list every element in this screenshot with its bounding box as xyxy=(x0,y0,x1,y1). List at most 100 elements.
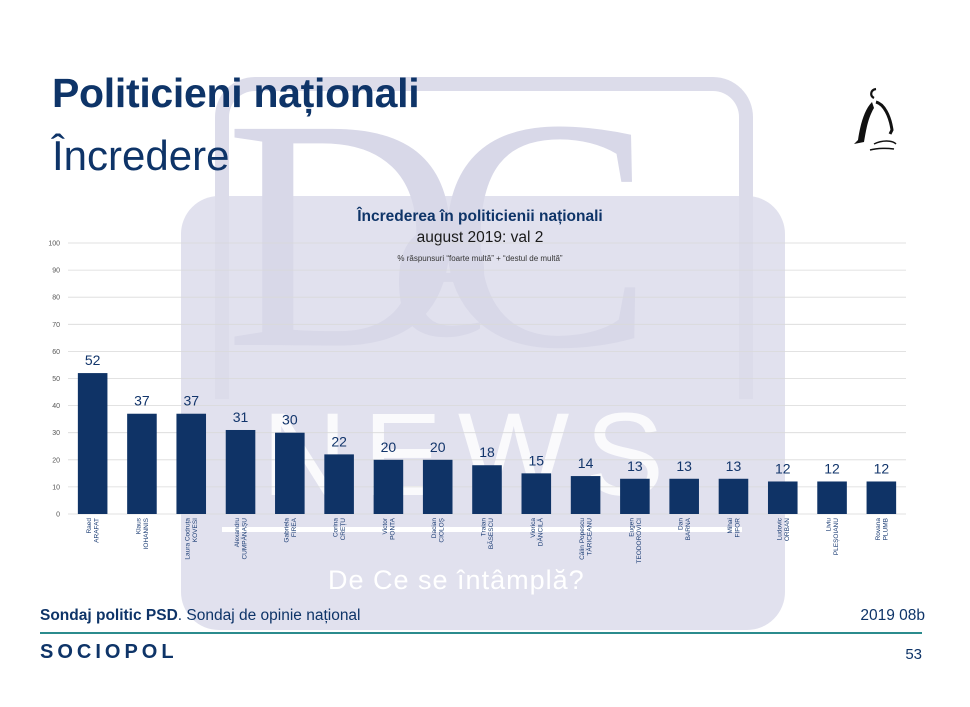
data-label: 13 xyxy=(627,458,643,474)
category-first-name: Klaus xyxy=(135,517,142,534)
data-label: 12 xyxy=(874,460,890,476)
y-tick-label: 0 xyxy=(56,512,60,519)
data-label: 12 xyxy=(775,460,791,476)
category-first-name: Dan xyxy=(678,518,685,530)
bar xyxy=(620,478,650,514)
category-label: Victor PONTA xyxy=(382,517,397,540)
data-label: 14 xyxy=(578,455,594,471)
category-label: Raed ARAFAT xyxy=(86,518,101,543)
y-tick-label: 70 xyxy=(52,322,60,329)
category-first-name: Laura Codruța xyxy=(185,518,192,560)
category-last-name: DĂNCILĂ xyxy=(535,517,544,546)
footer-survey-code: 2019 08b xyxy=(860,607,925,624)
data-label: 20 xyxy=(381,439,397,455)
category-first-name: Corina xyxy=(333,518,340,538)
bar xyxy=(127,413,157,514)
bar xyxy=(669,478,699,514)
slide-title: Politicieni naționali xyxy=(52,70,420,116)
category-label: Rovana PLUMB xyxy=(875,518,890,541)
category-last-name: KOVESI xyxy=(192,518,199,542)
category-label: Klaus IOHANNIS xyxy=(135,517,150,549)
category-label: Mihai FIFOR xyxy=(727,518,742,538)
category-label: Viorica DĂNCILĂ xyxy=(530,517,545,546)
bar xyxy=(521,473,552,514)
data-label: 13 xyxy=(676,458,692,474)
category-first-name: Traian xyxy=(481,518,488,537)
category-label: Călin Popescu TĂRICEANU xyxy=(579,518,594,560)
category-first-name: Victor xyxy=(382,517,389,534)
category-first-name: Călin Popescu xyxy=(579,518,586,560)
y-tick-label: 40 xyxy=(52,403,60,410)
bar xyxy=(324,454,354,514)
footer-divider xyxy=(40,632,922,634)
y-tick-label: 30 xyxy=(52,430,60,437)
category-last-name: BĂSESCU xyxy=(486,518,495,549)
category-first-name: Alexandru xyxy=(234,518,241,548)
category-last-name: CREȚU xyxy=(340,518,347,541)
category-first-name: Gabriela xyxy=(283,518,290,543)
data-label: 20 xyxy=(430,439,446,455)
bar xyxy=(77,373,108,514)
category-last-name: BARNA xyxy=(685,517,692,540)
y-tick-label: 100 xyxy=(48,241,60,248)
category-label: Gabriela FIREA xyxy=(283,517,298,542)
category-last-name: TEODOROVICI xyxy=(636,518,643,564)
category-first-name: Rovana xyxy=(875,518,882,541)
category-last-name: FIREA xyxy=(291,517,298,537)
data-label: 15 xyxy=(529,452,545,468)
data-label: 37 xyxy=(183,393,199,409)
category-first-name: Raed xyxy=(86,518,93,534)
slide-subtitle: Încredere xyxy=(52,132,230,179)
category-first-name: Ludovic xyxy=(776,517,783,540)
data-labels: 52 37 37 31 30 22 20 20 18 15 14 13 13 13 12 12 12 xyxy=(85,352,889,476)
category-last-name: TĂRICEANU xyxy=(585,518,594,556)
category-label: Dan BARNA xyxy=(678,517,693,540)
bar xyxy=(817,481,847,514)
data-label: 22 xyxy=(331,433,347,449)
bar xyxy=(225,429,256,514)
footer-source-rest: . Sondaj de opinie național xyxy=(177,607,361,624)
category-first-name: Eugen xyxy=(628,518,635,537)
footer-source-bold: Sondaj politic PSD xyxy=(40,607,178,624)
data-label: 30 xyxy=(282,412,298,428)
category-last-name: ARAFAT xyxy=(94,518,101,543)
category-label: Dacian CIOLOȘ xyxy=(431,517,446,542)
y-tick-label: 20 xyxy=(52,457,60,464)
bar xyxy=(472,465,502,514)
category-label: Corina CREȚU xyxy=(333,518,348,541)
category-first-name: Mihai xyxy=(727,518,734,534)
category-labels: Raed ARAFAT Klaus IOHANNIS Laura Codruța KOVE… xyxy=(86,517,889,563)
category-last-name: PLEȘOIANU xyxy=(833,518,840,556)
bar xyxy=(866,481,897,514)
page-number: 53 xyxy=(905,646,922,663)
data-label: 52 xyxy=(85,352,101,368)
category-label: Ludovic ORBAN xyxy=(776,517,791,541)
chart-title: Încrederea în politicienii naționali xyxy=(357,208,603,225)
sociopol-logo: SOCIOPOL xyxy=(40,641,178,663)
chart-subtitle: august 2019: val 2 xyxy=(416,229,544,246)
category-last-name: PONTA xyxy=(389,517,396,540)
category-last-name: IOHANNIS xyxy=(143,517,150,549)
data-label: 18 xyxy=(479,444,495,460)
y-tick-label: 50 xyxy=(52,376,60,383)
bar-chart: 0 10 20 30 40 50 60 70 80 90 100 52 37 37 31 30 22 20 20 1… xyxy=(48,241,906,564)
bar xyxy=(422,459,453,514)
bars xyxy=(77,373,897,514)
category-last-name: PLUMB xyxy=(882,518,889,540)
bar xyxy=(373,459,404,514)
y-tick-label: 90 xyxy=(52,268,60,275)
category-last-name: CIOLOȘ xyxy=(439,517,446,542)
category-label: Laura Codruța KOVESI xyxy=(185,518,200,560)
data-label: 37 xyxy=(134,393,150,409)
category-first-name: Liviu xyxy=(826,518,833,532)
y-tick-label: 80 xyxy=(52,295,60,302)
category-label: Traian BĂSESCU xyxy=(481,518,496,549)
category-label: Alexandru CUMPĂNAȘU xyxy=(234,518,249,560)
bar xyxy=(767,481,798,514)
bar xyxy=(275,432,305,514)
category-last-name: ORBAN xyxy=(784,518,791,541)
category-first-name: Viorica xyxy=(530,518,537,538)
category-first-name: Dacian xyxy=(431,518,438,539)
chart-note: % răspunsuri “foarte multă” + “destul de… xyxy=(397,254,563,263)
data-label: 31 xyxy=(233,409,249,425)
